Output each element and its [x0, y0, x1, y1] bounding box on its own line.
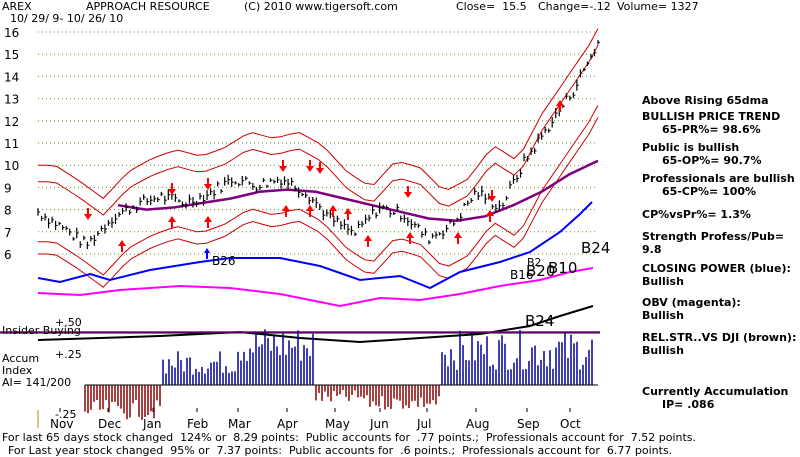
signal-b10: B10	[548, 259, 578, 277]
down-arrow	[204, 178, 212, 190]
x-tick-label: Jun	[369, 417, 389, 431]
date-range: 10/ 29/ 9- 10/ 26/ 10	[10, 12, 124, 25]
obv-line	[37, 267, 594, 308]
trend-title: BULLISH PRICE TREND	[642, 110, 781, 123]
y-tick-label: 11	[4, 137, 19, 151]
public-title: Public is bullish	[642, 141, 740, 154]
x-tick-label: Apr	[277, 417, 298, 431]
signal-arrows	[84, 100, 564, 259]
rel-str-line	[37, 305, 594, 344]
signal-b20: B20	[526, 262, 556, 280]
index-label: Index	[2, 364, 33, 377]
up-arrow	[364, 235, 372, 247]
blue-arrow	[204, 248, 210, 259]
up-arrow	[168, 216, 176, 228]
accum-label: Accum	[2, 352, 40, 365]
x-tick-label: Mar	[228, 417, 251, 431]
accum-title: Currently Accumulation	[642, 385, 789, 398]
plus25-label: +.25	[55, 348, 82, 361]
accum-value: IP= .086	[662, 398, 715, 411]
y-tick-labels: 16 15 14 13 12 11 10 9 8 7 6	[4, 26, 19, 262]
y-tick-label: 6	[4, 248, 12, 262]
closing-power-title: CLOSING POWER (blue):	[642, 262, 791, 275]
x-tick-label: Dec	[98, 417, 121, 431]
obv-title: OBV (magenta):	[642, 296, 741, 309]
down-arrow	[84, 208, 92, 220]
insider-label: Insider Buying	[2, 324, 81, 337]
footer-line-1: For last 65 days stock changed 124% or 8…	[2, 431, 697, 444]
y-tick-label: 13	[4, 93, 19, 107]
x-tick-label: Nov	[50, 417, 73, 431]
up-arrow	[556, 100, 564, 112]
company-name: APPROACH RESOURCE	[86, 0, 210, 13]
bollinger-bands	[38, 28, 599, 288]
relstr-title: REL.STR..VS DJI (brown):	[642, 331, 797, 344]
signal-b2: B2	[527, 256, 542, 269]
up-arrow	[486, 210, 494, 222]
x-tick-labels: Nov Dec Jan Feb Mar Apr May Jun Jul Aug Sep Oct	[50, 408, 581, 431]
down-arrow	[488, 190, 496, 202]
y-tick-label: 9	[4, 181, 12, 195]
plus50-label: +.50	[55, 316, 82, 329]
x-tick-label: Jan	[142, 417, 162, 431]
x-tick-label: Aug	[466, 417, 489, 431]
minus25-label: -.25	[55, 408, 77, 421]
up-arrow	[282, 205, 290, 217]
above-ma-text: Above Rising 65dma	[642, 94, 769, 107]
up-arrow	[329, 205, 337, 217]
closing-power-value: Bullish	[642, 275, 684, 288]
pros-value: 65-CP%= 100%	[662, 185, 757, 198]
down-arrow	[279, 160, 287, 172]
x-tick-label: Jul	[416, 417, 431, 431]
obv-value: Bullish	[642, 309, 684, 322]
signal-b16: B16	[510, 268, 534, 282]
accum-bars	[84, 329, 598, 420]
ticker: AREX	[2, 0, 32, 13]
footer-line-2: For Last year stock changed 95% or 7.37 …	[8, 444, 673, 457]
y-tick-label: 8	[4, 204, 12, 218]
y-tick-label: 7	[4, 226, 12, 240]
down-arrow	[306, 160, 314, 172]
price-bars	[37, 39, 600, 250]
up-arrow	[344, 208, 352, 220]
band-line	[38, 104, 599, 276]
up-arrow	[406, 232, 414, 244]
trend-value: 65-PR%= 98.6%	[662, 123, 761, 136]
closing-power-line	[37, 201, 593, 290]
up-arrow	[118, 240, 126, 252]
band-line	[38, 45, 599, 216]
signal-b26: B26	[212, 254, 236, 268]
x-tick-label: Oct	[560, 417, 581, 431]
up-arrow	[454, 232, 462, 244]
pros-title: Professionals are bullish	[642, 172, 795, 185]
x-tick-label: Feb	[187, 417, 208, 431]
down-arrow	[404, 186, 412, 198]
up-arrow	[204, 216, 212, 228]
close-value: Close= 15.5	[456, 0, 527, 13]
copyright: (C) 2010 www.tigersoft.com	[244, 0, 398, 13]
band-line	[38, 117, 599, 288]
down-arrow	[316, 162, 324, 174]
volume-value: Volume= 1327	[617, 0, 699, 13]
x-tick-label: May	[325, 417, 350, 431]
y-tick-label: 12	[4, 115, 19, 129]
cp-vs-pr: CP%vsPr%= 1.3%	[642, 208, 751, 221]
change-value: Change=-.12	[538, 0, 611, 13]
x-tick-label: Sep	[517, 417, 540, 431]
strength-text: Strength Profess/Pub= 9.8	[642, 230, 785, 256]
y-tick-label: 16	[4, 26, 19, 40]
up-arrow	[306, 205, 314, 217]
public-value: 65-OP%= 90.7%	[662, 154, 762, 167]
ai-label: AI= 141/200	[2, 376, 72, 389]
y-tick-label: 15	[4, 48, 19, 62]
signal-b24-mid: B24	[525, 312, 555, 330]
y-tick-label: 10	[4, 159, 19, 173]
band-line	[38, 28, 599, 200]
down-arrow	[168, 183, 176, 195]
signal-b24-top: B24	[581, 239, 611, 257]
y-tick-label: 14	[4, 70, 19, 84]
relstr-value: Bullish	[642, 344, 684, 357]
